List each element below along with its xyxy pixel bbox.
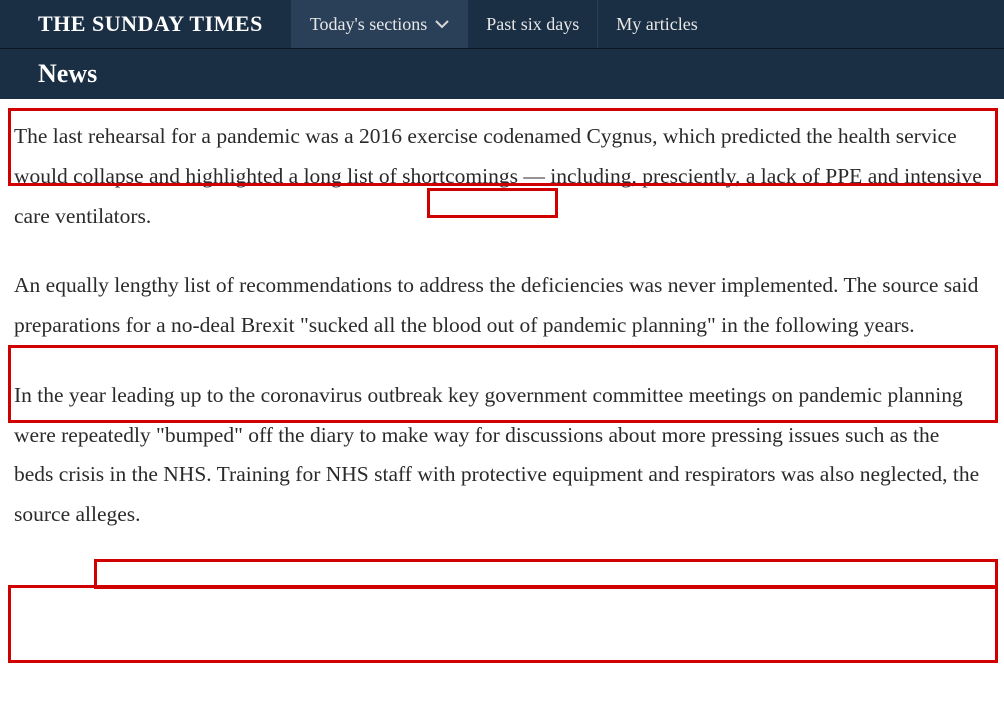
nav-past-six-days[interactable]: Past six days [467, 0, 597, 48]
section-title-bar: News [0, 48, 1004, 99]
article-paragraph-2: An equally lengthy list of recommendatio… [14, 266, 984, 346]
chevron-down-icon [435, 20, 449, 29]
article-paragraph-1: The last rehearsal for a pandemic was a … [14, 117, 984, 236]
nav-past-label: Past six days [486, 14, 579, 35]
site-logo[interactable]: THE SUNDAY TIMES [38, 11, 291, 37]
article-body: The last rehearsal for a pandemic was a … [0, 99, 1004, 585]
nav-my-articles[interactable]: My articles [597, 0, 715, 48]
header-bar: THE SUNDAY TIMES Today's sections Past s… [0, 0, 1004, 48]
nav-my-articles-label: My articles [616, 14, 697, 35]
nav-today-label: Today's sections [310, 14, 427, 35]
section-title: News [38, 59, 966, 89]
highlight-box [8, 585, 998, 663]
nav-today-sections[interactable]: Today's sections [291, 0, 467, 48]
article-paragraph-3: In the year leading up to the coronaviru… [14, 376, 984, 535]
